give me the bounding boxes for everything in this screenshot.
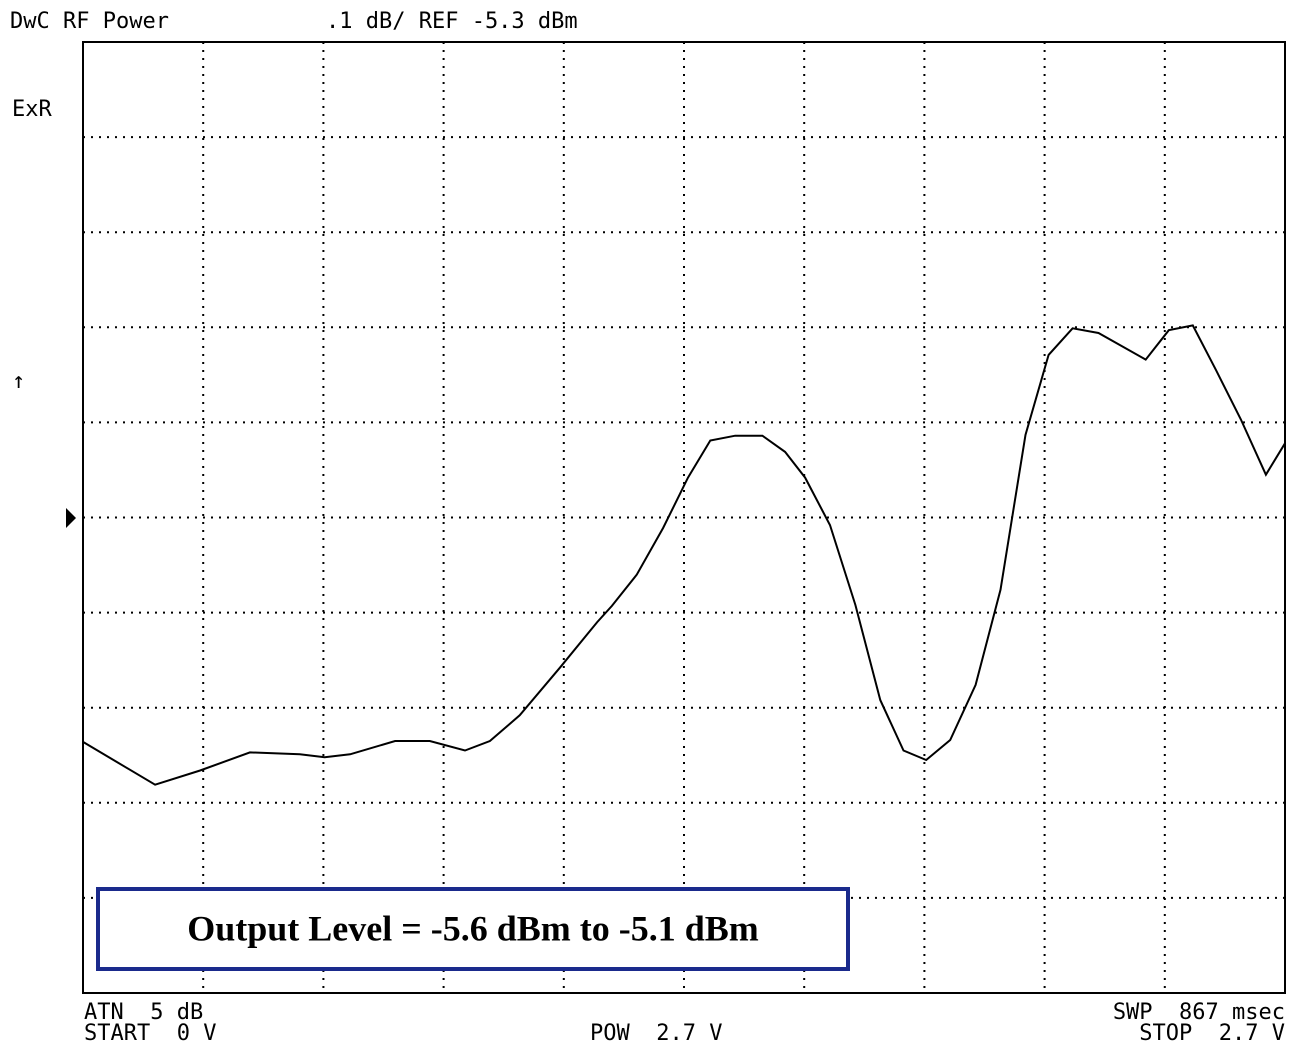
marker-label: ↑ (12, 369, 25, 394)
footer-atn: ATN 5 dB (84, 1000, 203, 1025)
chart-subtitle: .1 dB/ REF -5.3 dBm (326, 9, 578, 34)
footer-start: START 0 V (84, 1021, 216, 1046)
annotation: Output Level = -5.6 dBm to -5.1 dBm (187, 908, 759, 948)
plot-frame (82, 41, 1286, 994)
chart-title: DwC RF Power (10, 9, 169, 34)
footer-swp: SWP 867 msec (1113, 1000, 1285, 1025)
reference-marker (66, 508, 76, 528)
channel-label: ExR (12, 97, 52, 122)
trace-line (82, 324, 1286, 786)
footer-pow: POW 2.7 V (590, 1021, 722, 1046)
annotation-box (96, 887, 850, 971)
footer-stop: STOP 2.7 V (1139, 1021, 1285, 1046)
